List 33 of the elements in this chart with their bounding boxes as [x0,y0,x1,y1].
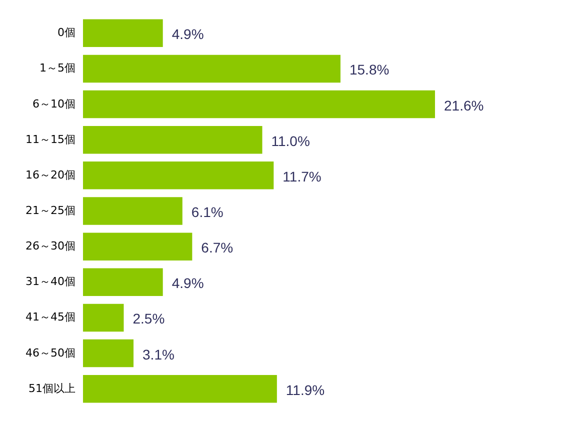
data-label: 11.0% [271,132,310,149]
bar [83,268,163,296]
data-label: 2.5% [132,310,165,327]
data-label: 21.6% [444,97,484,114]
bar [83,197,182,225]
bar [83,339,134,368]
y-tick-label: 51個以上 [28,382,76,395]
data-label: 6.1% [191,204,224,220]
data-label: 15.8% [349,62,390,78]
bar [83,54,340,83]
y-tick-label: 26～30個 [26,240,76,253]
bar [83,162,274,190]
data-label: 11.7% [282,168,322,184]
y-tick-label: 31～40個 [26,275,76,288]
y-tick-label: 16～20個 [26,168,76,182]
y-tick-label: 41～45個 [26,310,76,324]
bar [83,19,163,48]
data-label: 4.9% [172,26,204,42]
data-label: 4.9% [172,275,204,292]
y-tick-label: 21～25個 [26,204,76,217]
y-tick-label: 1～5個 [40,62,76,75]
data-label: 6.7% [201,240,234,256]
data-label: 11.9% [286,382,325,398]
bar [83,126,262,154]
data-label: 3.1% [142,346,174,362]
y-tick-label: 46～50個 [26,346,76,360]
y-tick-label: 11～15個 [26,132,76,146]
y-tick-label: 6～10個 [32,97,76,110]
bar [83,90,435,118]
bar [83,304,124,332]
bar [83,374,277,403]
y-tick-label: 0個 [58,26,76,40]
bar [83,232,192,260]
